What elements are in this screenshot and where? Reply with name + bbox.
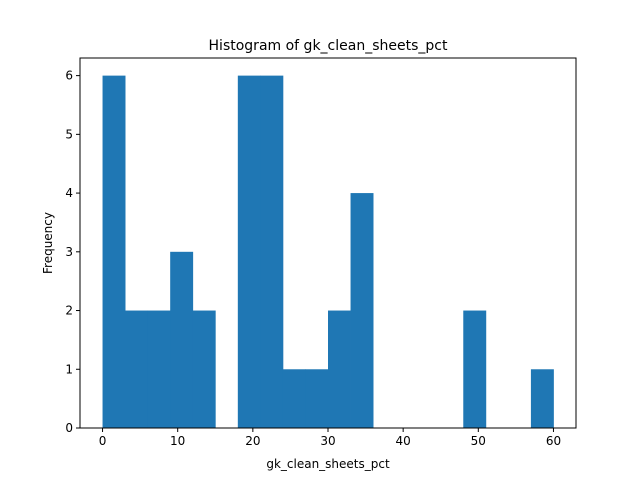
y-tick-label: 2 [65,304,73,318]
y-tick-label: 4 [65,186,73,200]
x-tick-label: 0 [99,434,107,448]
x-tick-label: 10 [170,434,185,448]
histogram-bar [282,369,306,428]
histogram-bar [463,310,487,428]
x-tick-label: 60 [546,434,561,448]
x-tick-label: 20 [245,434,260,448]
y-tick-label: 1 [65,362,73,376]
histogram-bar [305,369,329,428]
y-tick-label: 3 [65,245,73,259]
chart-title: Histogram of gk_clean_sheets_pct [209,38,448,54]
x-tick-label: 50 [471,434,486,448]
histogram-bar [530,369,554,428]
histogram-bar [350,193,374,428]
y-axis-label: Frequency [41,212,55,274]
histogram-bar [125,310,149,428]
histogram-bar [328,310,351,428]
x-tick-label: 30 [320,434,335,448]
histogram-bar [102,75,126,428]
x-axis-label: gk_clean_sheets_pct [266,457,390,471]
y-tick-label: 6 [65,69,73,83]
y-axis-ticks: 0 1 2 3 4 5 6 [65,69,80,435]
histogram-bar [147,310,171,428]
y-tick-label: 0 [65,421,73,435]
histogram-bar [237,75,261,428]
x-tick-label: 40 [396,434,411,448]
bars-group [102,75,554,428]
histogram-bar [170,251,194,428]
x-axis-ticks: 0 10 20 30 40 50 60 [99,428,561,448]
histogram-bar [260,75,284,428]
y-tick-label: 5 [65,127,73,141]
histogram-bar [192,310,216,428]
